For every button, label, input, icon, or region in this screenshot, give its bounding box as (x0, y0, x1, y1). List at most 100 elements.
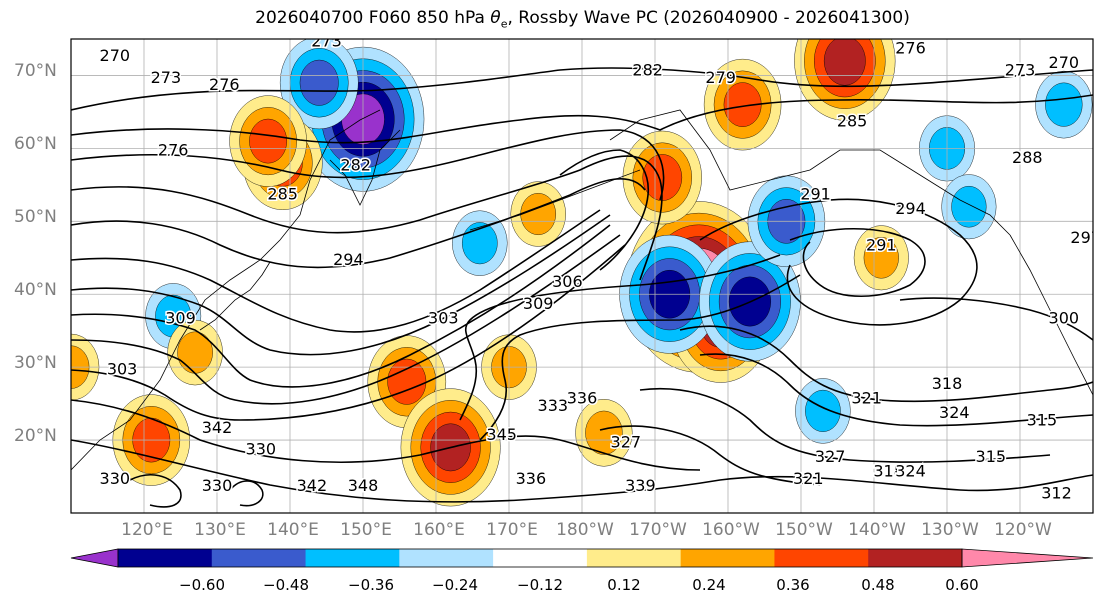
colorbar-tick-label: −0.36 (348, 576, 394, 594)
colorbar-tick-label: −0.24 (432, 576, 478, 594)
contour-label: 330 (246, 440, 277, 459)
contour-label: 276 (209, 75, 240, 94)
lon-tick-label: 170°E (486, 520, 538, 540)
anomaly-patch (863, 237, 899, 279)
contour-label: 294 (895, 199, 926, 218)
contour-label: 318 (932, 374, 963, 393)
contour-label: 273 (1005, 60, 1036, 79)
lat-tick-label: 50°N (14, 207, 57, 227)
contour-line (71, 209, 601, 333)
contour-label: 345 (486, 425, 517, 444)
rossby-wave-pc-shading (71, 39, 1093, 507)
colorbar-tick-label: −0.12 (517, 576, 563, 594)
anomaly-patch (249, 118, 288, 164)
contour-line (71, 129, 665, 201)
contour-line (699, 353, 1093, 427)
coastline-kamchatka (329, 129, 401, 206)
colorbar-tick-label: −0.60 (179, 576, 225, 594)
contour-label: 273 (151, 68, 182, 87)
lon-tick-label: 120°E (121, 520, 173, 540)
contour-line (229, 480, 264, 507)
anomaly-patch (805, 389, 841, 432)
colorbar-tick-label: 0.12 (607, 576, 641, 594)
contour-line (71, 244, 626, 421)
coastline-north-america-west (1009, 234, 1093, 396)
lon-tick-label: 180°W (556, 520, 614, 540)
contour-label: 306 (552, 272, 583, 291)
lon-tick-label: 160°E (413, 520, 465, 540)
contour-label: 327 (815, 447, 846, 466)
lon-tick-label: 170°W (629, 520, 687, 540)
lon-tick-label: 130°W (921, 520, 979, 540)
contour-line (129, 474, 182, 508)
contour-label: 285 (267, 184, 298, 203)
anomaly-patch (520, 193, 557, 236)
lon-tick-label: 130°E (194, 520, 246, 540)
contour-label: 270 (1049, 53, 1080, 72)
contour-label: 336 (516, 469, 547, 488)
anomaly-patch (1045, 82, 1083, 127)
lon-tick-label: 120°W (994, 520, 1052, 540)
contour-label: 330 (202, 476, 233, 495)
contour-label: 285 (837, 112, 868, 131)
figure-title: 2026040700 F060 850 hPa θe, Rossby Wave … (255, 8, 910, 31)
contour-line (71, 214, 611, 356)
contour-line (789, 227, 926, 298)
contour-label: 288 (1012, 148, 1043, 167)
contour-label: 318 (873, 462, 904, 481)
coastline-alaska (609, 109, 1011, 236)
contour-line (71, 178, 646, 269)
contour-labels: 270 273 276 276 273 282 279 276 285 273 270 288 282 2… (98, 39, 1093, 504)
theta-e-contours (71, 67, 1093, 508)
contour-label: 324 (939, 403, 970, 422)
contour-label: 300 (1049, 308, 1080, 327)
contour-label: 276 (158, 141, 189, 160)
contour-label: 327 (611, 432, 642, 451)
contour-label: 315 (1027, 410, 1058, 429)
contour-line (599, 425, 821, 486)
contour-line (479, 274, 801, 441)
contour-label: 309 (165, 308, 196, 327)
lat-tick-label: 30°N (14, 353, 57, 373)
contour-label: 339 (625, 476, 656, 495)
contour-label: 348 (348, 476, 379, 495)
colorbar-tick-label: 0.24 (692, 576, 726, 594)
contour-line (71, 439, 1093, 503)
contour-label: 321 (851, 389, 882, 408)
contour-label: 336 (567, 389, 598, 408)
anomaly-patch (585, 410, 623, 455)
contour-label: 324 (895, 462, 926, 481)
contour-line (639, 387, 1051, 463)
contour-line (71, 399, 701, 471)
contour-label: 330 (100, 469, 131, 488)
contour-label: 312 (1041, 483, 1072, 502)
contour-label: 303 (428, 308, 459, 327)
colorbar-tick-label: 0.36 (776, 576, 810, 594)
contour-label: 282 (340, 155, 371, 174)
contour-label: 333 (538, 396, 569, 415)
lon-tick-label: 160°W (702, 520, 760, 540)
contour-label: 342 (202, 418, 233, 437)
contour-line (699, 198, 978, 326)
map-frame (70, 38, 1094, 514)
contour-line (899, 297, 1093, 341)
anomaly-patch (823, 39, 866, 86)
anomaly-patch (387, 358, 427, 405)
contour-label: 291 (800, 184, 831, 203)
contour-label: 276 (895, 39, 926, 58)
contour-label: 303 (107, 359, 138, 378)
contour-label: 321 (793, 469, 824, 488)
lat-tick-label: 70°N (14, 61, 57, 81)
coastline-japan (199, 261, 271, 331)
lon-tick-label: 140°E (267, 520, 319, 540)
colorbar-tick-label: 0.48 (861, 576, 895, 594)
contour-label: 309 (523, 294, 554, 313)
lon-tick-label: 150°E (340, 520, 392, 540)
lon-tick-label: 140°W (848, 520, 906, 540)
colorbar-tick-label: −0.48 (263, 576, 309, 594)
lat-tick-label: 60°N (14, 134, 57, 154)
contour-line (679, 325, 1093, 403)
contour-label: 291 (866, 235, 897, 254)
contour-label: 294 (333, 250, 364, 269)
